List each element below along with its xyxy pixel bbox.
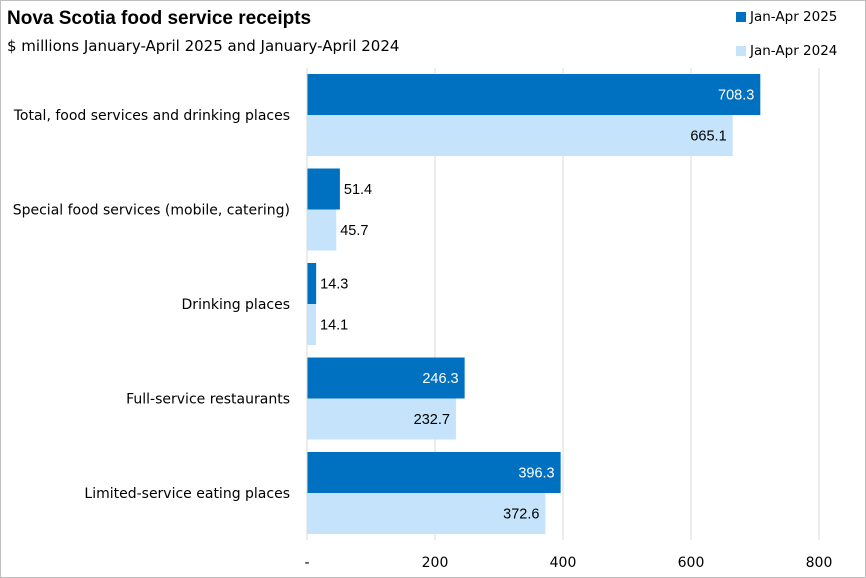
x-tick-label: 800 bbox=[806, 555, 833, 571]
chart-title: Nova Scotia food service receipts bbox=[7, 8, 312, 29]
x-tick-label: 200 bbox=[422, 555, 449, 571]
data-label: 45.7 bbox=[340, 223, 368, 239]
bar bbox=[307, 74, 761, 115]
data-label: 708.3 bbox=[718, 88, 754, 104]
bar bbox=[307, 168, 340, 210]
bar bbox=[307, 357, 465, 399]
category-label: Full-service restaurants bbox=[126, 392, 290, 408]
legend-label-2025: Jan-Apr 2025 bbox=[750, 9, 838, 25]
category-label: Drinking places bbox=[182, 297, 290, 313]
legend-swatch-2025 bbox=[736, 12, 746, 22]
data-label: 232.7 bbox=[414, 412, 450, 428]
bar bbox=[307, 398, 456, 440]
legend-item-2025: Jan-Apr 2025 bbox=[736, 9, 837, 25]
data-label: 14.1 bbox=[320, 318, 348, 334]
data-label: 246.3 bbox=[422, 371, 458, 387]
legend-swatch-2024 bbox=[736, 46, 746, 56]
bar bbox=[307, 452, 561, 493]
bar bbox=[307, 493, 546, 534]
category-label: Limited-service eating places bbox=[84, 486, 290, 502]
data-label: 396.3 bbox=[518, 466, 554, 482]
bar bbox=[307, 263, 317, 304]
x-tick-label: - bbox=[304, 555, 309, 571]
data-label: 51.4 bbox=[344, 182, 372, 198]
bar bbox=[307, 209, 337, 251]
category-label: Total, food services and drinking places bbox=[13, 108, 290, 124]
legend-item-2024: Jan-Apr 2024 bbox=[736, 43, 837, 59]
data-label: 665.1 bbox=[690, 129, 726, 145]
x-tick-label: 400 bbox=[550, 555, 577, 571]
bar bbox=[307, 115, 733, 156]
chart-subtitle: $ millions January-April 2025 and Januar… bbox=[7, 37, 400, 55]
category-label: Special food services (mobile, catering) bbox=[13, 203, 290, 219]
data-label: 14.3 bbox=[320, 277, 348, 293]
bar bbox=[307, 304, 317, 345]
legend-label-2024: Jan-Apr 2024 bbox=[750, 43, 838, 59]
x-tick-label: 600 bbox=[678, 555, 705, 571]
data-label: 372.6 bbox=[503, 507, 539, 523]
